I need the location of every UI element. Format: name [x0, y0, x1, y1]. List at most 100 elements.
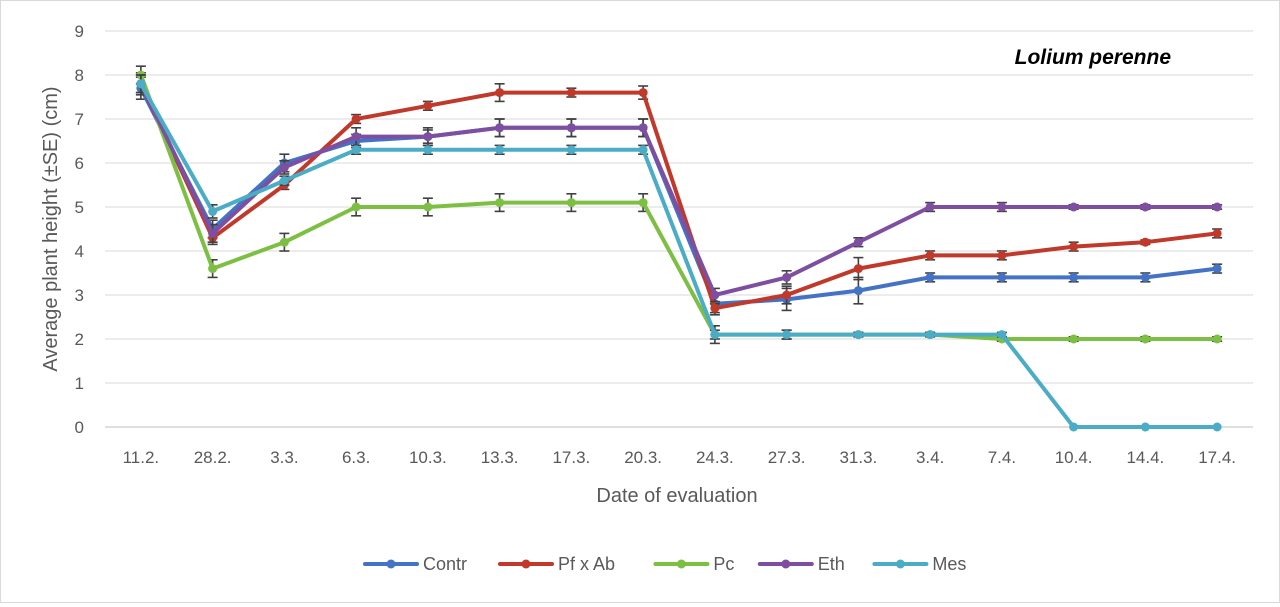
data-point	[208, 206, 218, 216]
data-point	[925, 330, 935, 340]
data-point	[136, 79, 146, 89]
data-point	[638, 123, 648, 133]
legend-item: Mes	[872, 554, 966, 574]
x-tick-label: 17.3.	[552, 448, 590, 467]
data-point	[853, 330, 863, 340]
x-tick-label: 20.3.	[624, 448, 662, 467]
y-tick-label: 3	[75, 286, 84, 305]
x-tick-label: 14.4.	[1126, 448, 1164, 467]
y-tick-label: 2	[75, 330, 84, 349]
data-point	[566, 145, 576, 155]
y-tick-label: 8	[75, 66, 84, 85]
data-point	[782, 330, 792, 340]
data-point	[782, 272, 792, 282]
data-point	[495, 198, 505, 208]
data-point	[1140, 237, 1150, 247]
x-tick-label: 17.4.	[1198, 448, 1236, 467]
x-tick-label: 31.3.	[839, 448, 877, 467]
data-point	[351, 145, 361, 155]
data-point	[997, 330, 1007, 340]
data-point	[782, 290, 792, 300]
legend-item: Eth	[757, 554, 845, 574]
data-point	[279, 237, 289, 247]
series-line	[138, 81, 1220, 311]
series-line	[138, 73, 1220, 341]
chart-title: Lolium perenne	[1015, 46, 1172, 69]
legend-label: Pc	[713, 554, 734, 574]
x-tick-label: 27.3.	[768, 448, 806, 467]
data-point	[1140, 202, 1150, 212]
series-line	[138, 81, 1220, 429]
legend-label: Pf x Ab	[558, 554, 615, 574]
data-point	[423, 202, 433, 212]
y-tick-label: 0	[75, 418, 84, 437]
data-point	[925, 272, 935, 282]
data-point	[495, 88, 505, 98]
data-point	[1212, 264, 1222, 274]
legend-swatch-marker	[895, 559, 905, 569]
series-line	[138, 81, 1220, 297]
series-eth	[135, 74, 1223, 303]
data-point	[853, 286, 863, 296]
data-point	[1140, 334, 1150, 344]
data-point	[566, 88, 576, 98]
data-point	[279, 162, 289, 172]
data-point	[1212, 422, 1222, 432]
data-point	[1212, 202, 1222, 212]
x-tick-label: 6.3.	[342, 448, 370, 467]
data-point	[710, 303, 720, 313]
x-axis-ticks: 11.2. 28.2. 3.3. 6.3. 10.3. 13.3. 17.3. 20.3. 24…	[123, 448, 1236, 467]
legend-swatch-marker	[386, 559, 396, 569]
data-point	[638, 145, 648, 155]
y-tick-label: 5	[75, 198, 84, 217]
data-point	[1212, 228, 1222, 238]
data-point	[208, 264, 218, 274]
legend-label: Mes	[932, 554, 966, 574]
legend-label: Contr	[423, 554, 467, 574]
data-point	[638, 88, 648, 98]
x-tick-label: 10.3.	[409, 448, 447, 467]
data-point	[1069, 272, 1079, 282]
data-point	[710, 330, 720, 340]
data-point	[997, 250, 1007, 260]
x-tick-label: 3.3.	[270, 448, 298, 467]
data-point	[279, 176, 289, 186]
x-tick-label: 11.2.	[123, 448, 160, 467]
data-point	[1069, 334, 1079, 344]
legend-label: Eth	[818, 554, 845, 574]
legend-swatch-marker	[521, 559, 531, 569]
legend-item: Contr	[363, 554, 467, 574]
x-tick-label: 24.3.	[696, 448, 734, 467]
legend-item: Pc	[653, 554, 734, 574]
data-point	[1069, 422, 1079, 432]
x-tick-label: 13.3.	[481, 448, 519, 467]
data-point	[1140, 272, 1150, 282]
data-point	[423, 132, 433, 142]
data-point	[1140, 422, 1150, 432]
data-point	[208, 228, 218, 238]
data-point	[638, 198, 648, 208]
legend-swatch-marker	[676, 559, 686, 569]
legend: Contr Pf x Ab Pc Eth Mes	[363, 554, 966, 574]
data-point	[495, 123, 505, 133]
series-group	[135, 65, 1223, 432]
x-tick-label: 28.2.	[194, 448, 232, 467]
y-axis-ticks: 0 1 2 3 4 5 6 7 8 9	[75, 22, 84, 437]
data-point	[423, 145, 433, 155]
data-point	[566, 198, 576, 208]
data-point	[1069, 242, 1079, 252]
gridlines	[105, 30, 1253, 428]
data-point	[853, 237, 863, 247]
y-tick-label: 9	[75, 22, 84, 41]
y-tick-label: 7	[75, 110, 84, 129]
data-point	[351, 202, 361, 212]
series-mes	[135, 74, 1222, 432]
data-point	[853, 264, 863, 274]
data-point	[423, 101, 433, 111]
data-point	[925, 202, 935, 212]
x-tick-label: 7.4.	[988, 448, 1016, 467]
data-point	[997, 272, 1007, 282]
data-point	[925, 250, 935, 260]
